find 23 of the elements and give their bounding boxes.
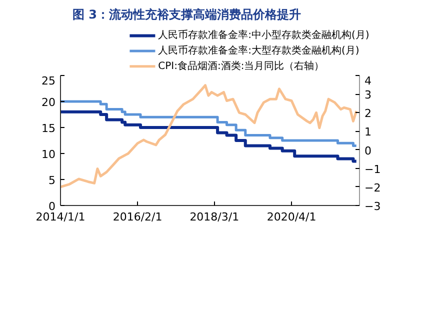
legend-label: 人民币存款准备金率:大型存款类金融机构(月) — [158, 44, 360, 56]
y-tick-label: 0 — [48, 200, 56, 213]
x-tick-label: 2016/2/1 — [112, 210, 162, 224]
y2-tick-label: 0 — [364, 144, 372, 158]
y2-tick-label: −1 — [364, 162, 381, 176]
y-tick-label: 25 — [42, 74, 56, 88]
y-tick-label: 10 — [42, 148, 56, 161]
x-tick-label: 2018/3/1 — [190, 210, 240, 224]
y-tick-label: 15 — [42, 122, 56, 135]
y2-tick-label: 4 — [364, 74, 372, 88]
y2-tick-label: 2 — [364, 107, 372, 120]
chart-title: 图 3：流动性充裕支撑高端消费品价格提升 — [72, 8, 302, 22]
y2-tick-label: 1 — [364, 126, 372, 139]
x-tick-label: 2020/4/1 — [266, 210, 316, 224]
y2-tick-label: −2 — [364, 181, 381, 194]
y2-tick-label: 3 — [364, 88, 372, 102]
legend-label: CPI:食品烟酒:酒类:当月同比（右轴） — [158, 60, 324, 72]
y-tick-label: 20 — [42, 96, 56, 109]
legend-label: 人民币存款准备金率:中小型存款类金融机构(月) — [158, 29, 370, 42]
line-series — [60, 84, 358, 188]
x-tick-label: 2014/1/1 — [36, 210, 86, 224]
y2-tick-label: −3 — [364, 200, 381, 213]
y-tick-label: 5 — [48, 174, 56, 187]
